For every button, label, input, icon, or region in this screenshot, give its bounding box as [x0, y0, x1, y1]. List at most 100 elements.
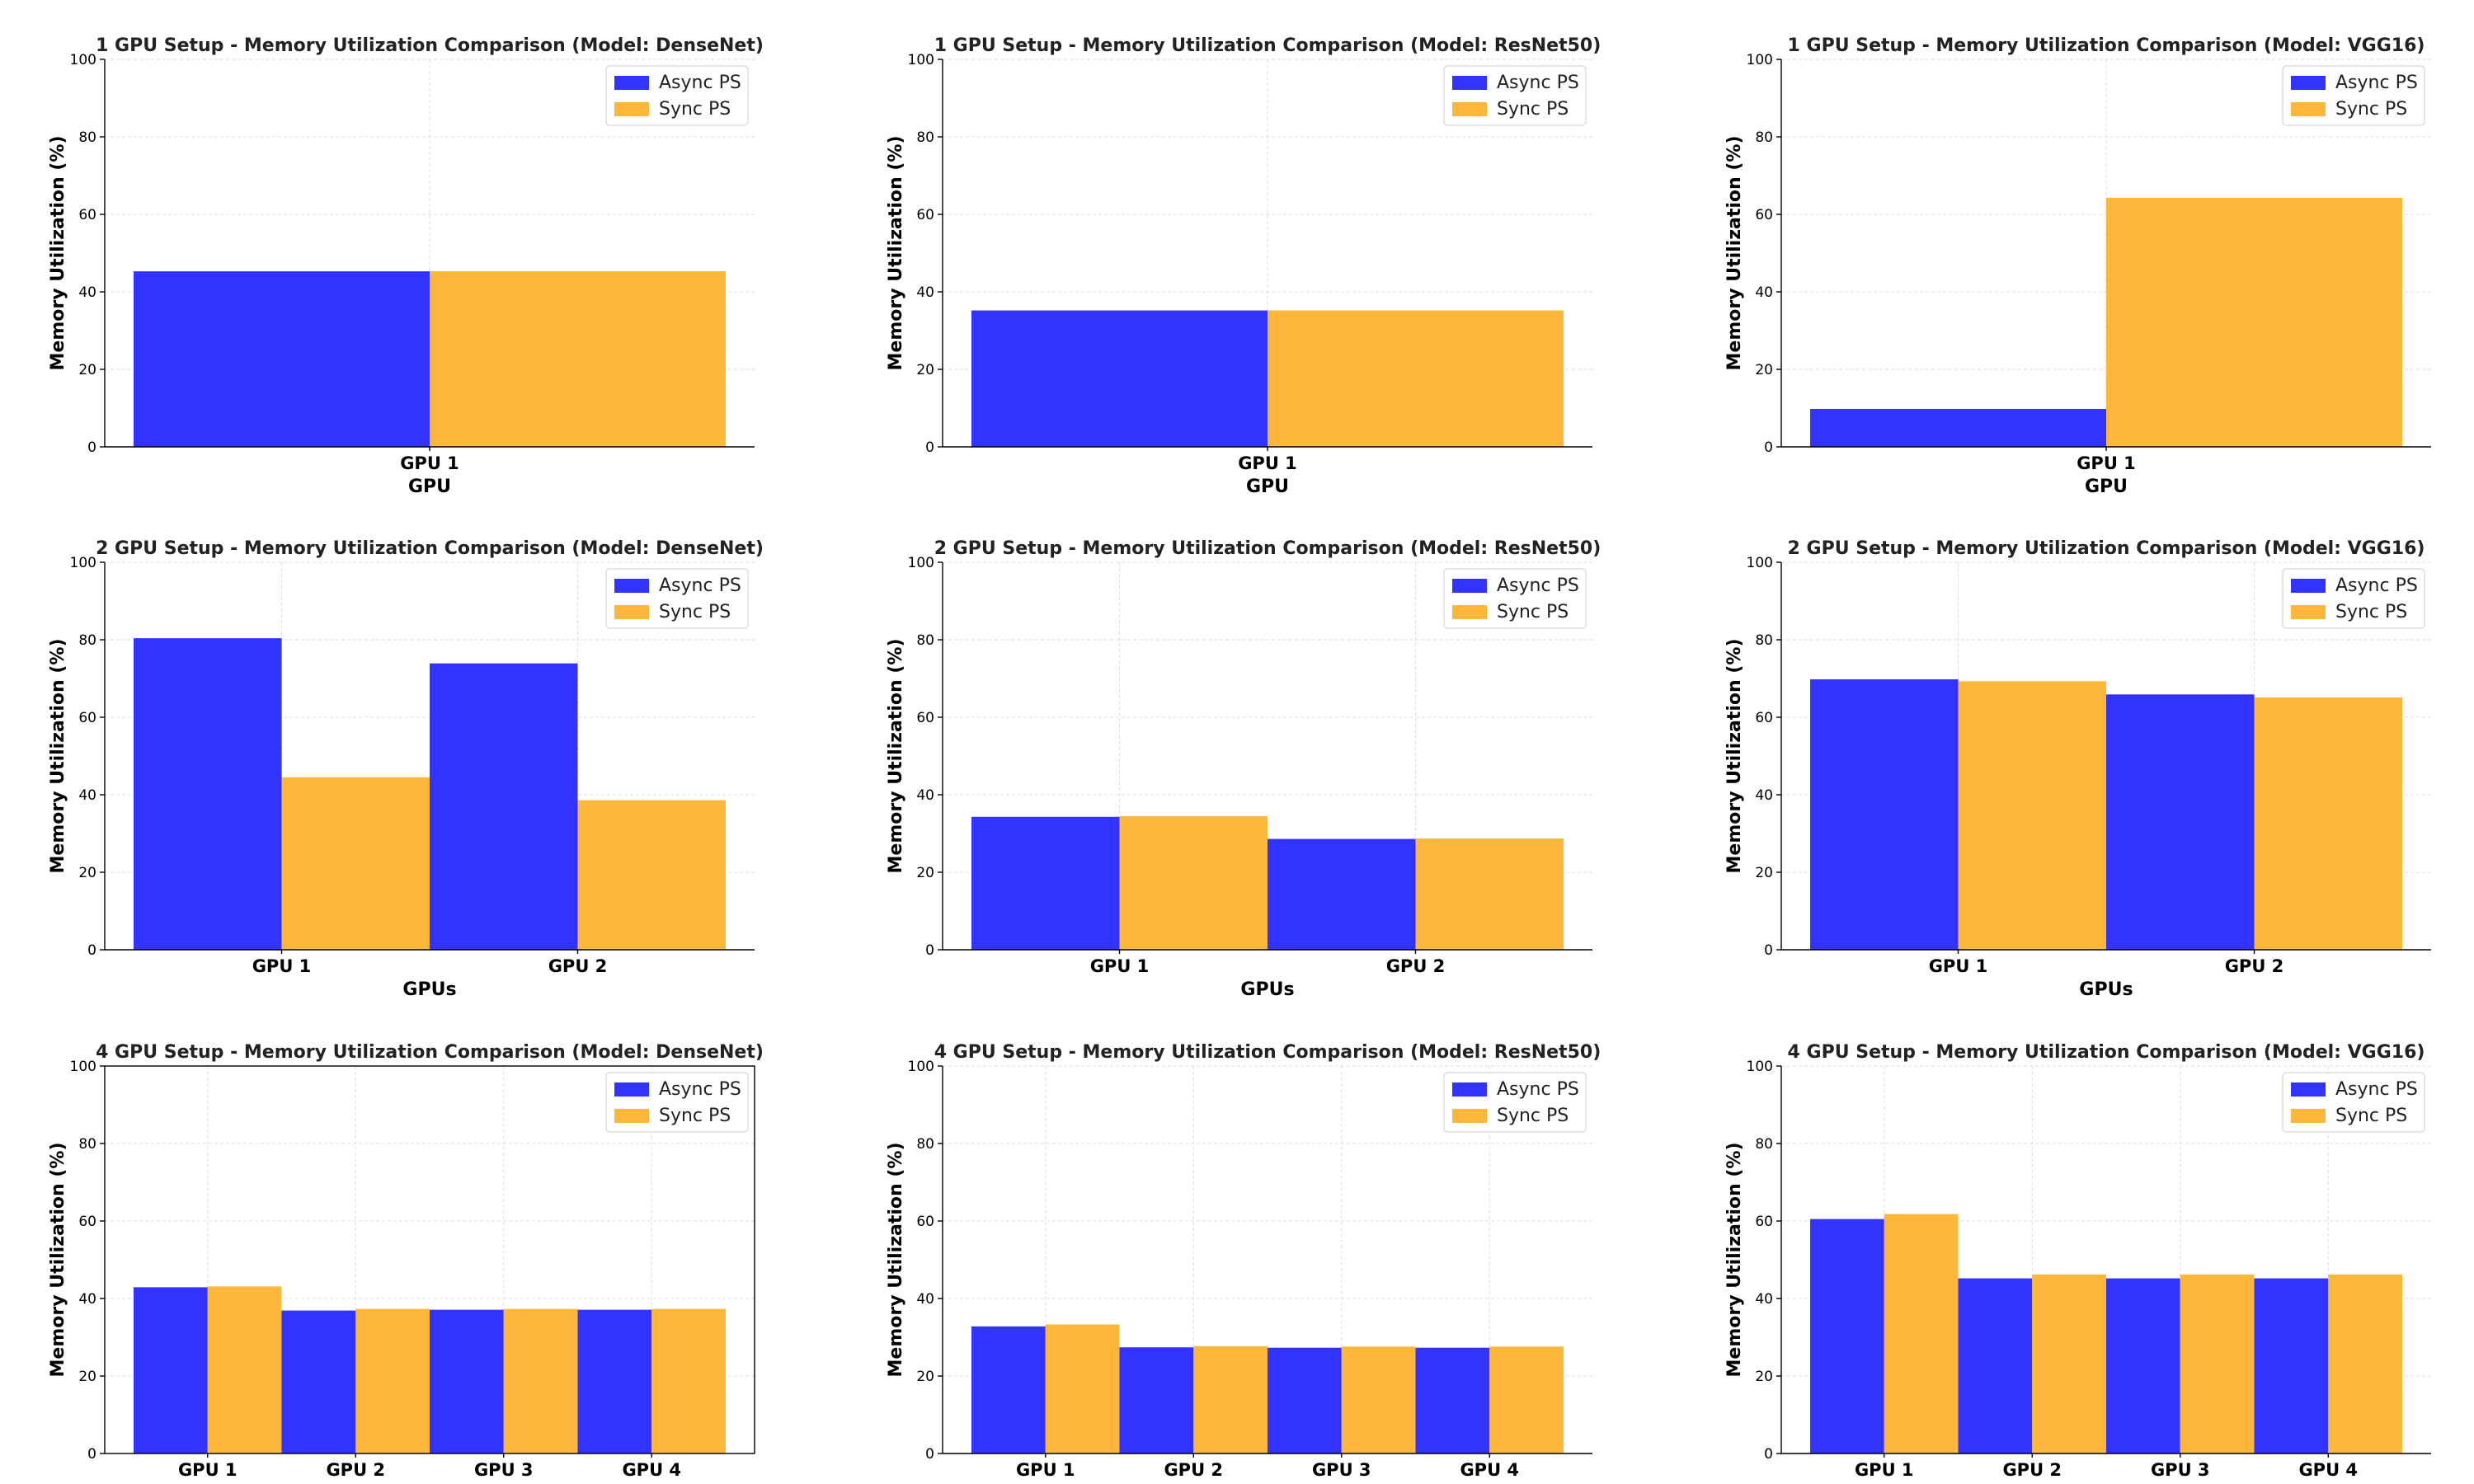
x-axis-label: GPU: [1246, 477, 1289, 497]
y-tick-label: 100: [1747, 555, 1773, 571]
legend-swatch-async: [614, 76, 649, 90]
legend: Async PS Sync PS: [2282, 65, 2425, 126]
legend-swatch-async: [2291, 1082, 2326, 1097]
y-tick-label: 40: [1755, 787, 1773, 804]
chart-panel-5: 0 20 40 60 80 100 GPU 1 GPU 2 GPUs Memory Utiliza…: [886, 538, 1601, 1000]
bar-async-gpu-1: [971, 816, 1120, 950]
y-tick-label: 60: [78, 710, 96, 726]
y-tick-label: 20: [916, 865, 934, 881]
y-tick-label: 0: [1764, 439, 1773, 456]
bar-sync-gpu-2: [2032, 1274, 2106, 1453]
chart-title: 2 GPU Setup - Memory Utilization Compari…: [1788, 538, 2425, 559]
bar-async-gpu-1: [1810, 1219, 1884, 1453]
x-tick-label: GPU 4: [622, 1460, 681, 1480]
legend-swatch-async: [1452, 76, 1487, 90]
bar-async-gpu-1: [134, 271, 430, 447]
y-tick-label: 60: [78, 1214, 96, 1230]
y-axis-label: Memory Utilization (%): [1724, 135, 1745, 370]
bar-sync-gpu-1: [1045, 1324, 1120, 1453]
legend-label-async: Async PS: [659, 73, 741, 93]
legend-label-async: Async PS: [1497, 1079, 1579, 1100]
legend-swatch-sync: [2291, 605, 2326, 619]
bar-async-gpu-3: [430, 1309, 504, 1453]
legend-label-sync: Sync PS: [659, 602, 731, 622]
y-tick-label: 0: [87, 1446, 96, 1463]
y-tick-label: 100: [70, 52, 96, 68]
chart-title: 1 GPU Setup - Memory Utilization Compari…: [96, 35, 764, 56]
legend: Async PS Sync PS: [1443, 65, 1587, 126]
x-tick-label: GPU 2: [326, 1460, 385, 1480]
x-tick-label: GPU 1: [1929, 956, 1988, 976]
legend-swatch-async: [2291, 579, 2326, 593]
bar-sync-gpu-1: [207, 1286, 282, 1453]
legend-label-sync: Sync PS: [2335, 99, 2407, 120]
chart-title: 2 GPU Setup - Memory Utilization Compari…: [934, 538, 1602, 559]
y-tick-label: 80: [916, 1136, 934, 1153]
x-tick-label: GPU 2: [2002, 1460, 2062, 1480]
y-tick-label: 0: [87, 439, 96, 456]
legend: Async PS Sync PS: [605, 65, 749, 126]
bar-async-gpu-2: [281, 1310, 356, 1453]
y-tick-label: 80: [1755, 129, 1773, 146]
y-tick-label: 60: [1755, 207, 1773, 223]
x-tick-label: GPU 1: [252, 956, 312, 976]
plot-frame: [104, 1065, 755, 1454]
legend-swatch-sync: [614, 1109, 649, 1123]
bar-async-gpu-1: [1810, 408, 2106, 447]
legend: Async PS Sync PS: [2282, 568, 2425, 629]
y-tick-label: 100: [1747, 52, 1773, 68]
y-tick-label: 40: [916, 1291, 934, 1308]
chart-title: 4 GPU Setup - Memory Utilization Compari…: [96, 1042, 764, 1063]
y-tick-label: 40: [916, 284, 934, 301]
chart-panel-2: 0 20 40 60 80 100 GPU 1 GPU Memory Utilization (…: [886, 35, 1601, 497]
y-tick-label: 60: [78, 207, 96, 223]
chart-title: 4 GPU Setup - Memory Utilization Compari…: [1788, 1042, 2425, 1063]
bar-async-gpu-1: [1810, 679, 1959, 950]
x-tick-label: GPU 1: [400, 453, 459, 473]
legend-swatch-sync: [614, 605, 649, 619]
bar-async-gpu-4: [577, 1309, 652, 1453]
legend-swatch-async: [2291, 76, 2326, 90]
legend-label-async: Async PS: [659, 575, 741, 596]
bar-sync-gpu-2: [1193, 1345, 1268, 1453]
x-tick-label: GPU 4: [1460, 1460, 1519, 1480]
legend-swatch-async: [1452, 579, 1487, 593]
y-tick-label: 40: [78, 1291, 96, 1308]
legend: Async PS Sync PS: [605, 568, 749, 629]
y-tick-label: 100: [908, 52, 934, 68]
y-tick-label: 80: [78, 632, 96, 649]
bar-sync-gpu-1: [1119, 815, 1268, 950]
x-axis-label: GPUs: [402, 979, 456, 1000]
chart-panel-3: 0 20 40 60 80 100 GPU 1 GPU Memory Utilization (…: [1724, 35, 2431, 497]
y-axis-label: Memory Utilization (%): [48, 1142, 68, 1377]
legend-swatch-sync: [1452, 1109, 1487, 1123]
bar-async-gpu-4: [2254, 1278, 2329, 1453]
y-axis-label: Memory Utilization (%): [1724, 638, 1745, 873]
x-tick-label: GPU 2: [1164, 1460, 1223, 1480]
bar-sync-gpu-1: [281, 777, 430, 950]
bar-async-gpu-1: [971, 310, 1268, 447]
bar-sync-gpu-2: [577, 800, 726, 950]
y-tick-label: 40: [1755, 1291, 1773, 1308]
bar-sync-gpu-3: [503, 1308, 578, 1453]
bar-sync-gpu-1: [430, 271, 726, 447]
legend-label-async: Async PS: [2335, 575, 2418, 596]
y-axis-label: Memory Utilization (%): [886, 1142, 906, 1377]
y-tick-label: 20: [78, 362, 96, 378]
y-tick-label: 60: [916, 1214, 934, 1230]
y-tick-label: 20: [1755, 362, 1773, 378]
legend: Async PS Sync PS: [1443, 568, 1587, 629]
chart-title: 1 GPU Setup - Memory Utilization Compari…: [934, 35, 1602, 56]
x-tick-label: GPU 1: [1016, 1460, 1075, 1480]
bar-sync-gpu-1: [2106, 197, 2402, 448]
bar-sync-gpu-3: [2180, 1274, 2255, 1453]
bar-sync-gpu-4: [651, 1308, 726, 1453]
legend: Async PS Sync PS: [2282, 1072, 2425, 1133]
bar-sync-gpu-2: [2254, 697, 2402, 950]
y-axis-label: Memory Utilization (%): [48, 135, 68, 370]
y-tick-label: 80: [78, 1136, 96, 1153]
bar-async-gpu-1: [971, 1326, 1046, 1453]
y-tick-label: 80: [916, 632, 934, 649]
